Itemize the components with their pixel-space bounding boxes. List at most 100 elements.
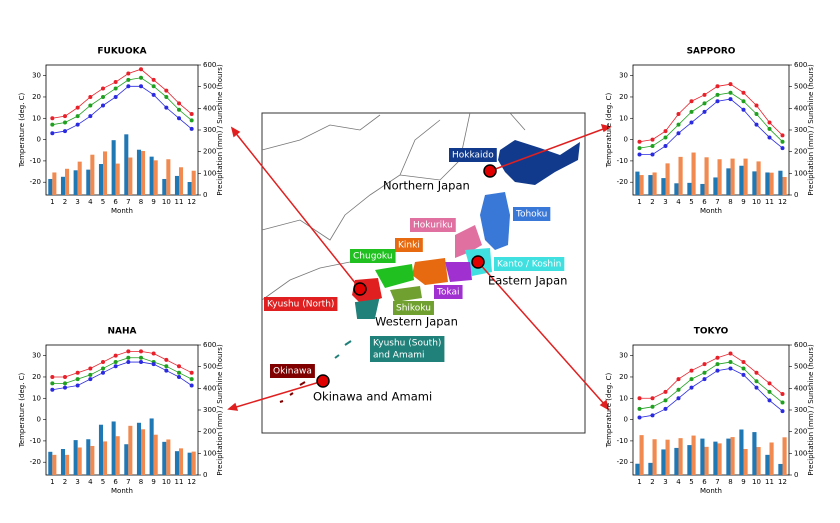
x-tick-label: 1 bbox=[637, 198, 641, 206]
point bbox=[689, 377, 694, 382]
bar bbox=[726, 168, 731, 195]
bar bbox=[115, 163, 120, 195]
point bbox=[741, 90, 746, 95]
x-tick-label: 8 bbox=[139, 478, 143, 486]
bar bbox=[700, 438, 705, 475]
bar bbox=[162, 178, 167, 195]
bar bbox=[652, 439, 657, 475]
bar bbox=[48, 178, 53, 195]
map bbox=[227, 112, 612, 434]
region-label-text: Kyushu (North) bbox=[267, 300, 334, 310]
y-tick-label: -10 bbox=[30, 437, 41, 445]
point bbox=[637, 146, 642, 151]
x-tick-label: 2 bbox=[63, 198, 67, 206]
x-tick-label: 8 bbox=[728, 198, 732, 206]
x-tick-label: 7 bbox=[715, 478, 719, 486]
point bbox=[663, 398, 668, 403]
y-tick-label: -10 bbox=[30, 157, 41, 165]
bar bbox=[752, 432, 757, 475]
point bbox=[637, 152, 642, 157]
point bbox=[113, 80, 118, 85]
x-axis-label: Month bbox=[700, 487, 722, 495]
point bbox=[75, 122, 80, 127]
bar bbox=[743, 449, 748, 475]
x-tick-label: 6 bbox=[702, 478, 707, 486]
x-tick-label: 7 bbox=[126, 478, 130, 486]
bar bbox=[704, 157, 709, 195]
group-label: Western Japan bbox=[375, 315, 458, 329]
point bbox=[637, 406, 642, 411]
bar bbox=[717, 443, 722, 475]
point bbox=[164, 364, 169, 369]
bar bbox=[730, 437, 735, 475]
point bbox=[164, 357, 169, 362]
region-label-bg bbox=[264, 297, 338, 311]
bar bbox=[174, 175, 179, 195]
region-label-text: Shikoku bbox=[396, 304, 431, 314]
group-label: Eastern Japan bbox=[488, 274, 567, 288]
region-label: Kyushu (North) bbox=[264, 297, 338, 311]
bar bbox=[166, 439, 171, 475]
y2-tick-label: 500 bbox=[203, 83, 216, 91]
bar bbox=[782, 437, 787, 475]
x-tick-label: 4 bbox=[88, 198, 93, 206]
y2-tick-label: 400 bbox=[203, 384, 216, 392]
point bbox=[164, 368, 169, 373]
x-tick-label: 6 bbox=[113, 198, 118, 206]
y2-tick-label: 100 bbox=[203, 449, 216, 457]
x-tick-label: 3 bbox=[663, 198, 667, 206]
point bbox=[139, 75, 143, 80]
x-tick-label: 5 bbox=[689, 198, 693, 206]
point bbox=[637, 415, 642, 420]
bar bbox=[648, 175, 653, 195]
point bbox=[50, 387, 55, 392]
point bbox=[63, 381, 67, 386]
group-label: Okinawa and Amami bbox=[313, 390, 432, 404]
x-tick-label: 3 bbox=[663, 478, 667, 486]
y2-tick-label: 100 bbox=[794, 169, 807, 177]
bar bbox=[778, 170, 783, 195]
point bbox=[767, 135, 772, 140]
line bbox=[639, 368, 783, 418]
point bbox=[126, 77, 131, 82]
point bbox=[741, 372, 746, 377]
y2-tick-label: 500 bbox=[794, 363, 807, 371]
x-axis-label: Month bbox=[111, 207, 133, 215]
y2-tick-label: 200 bbox=[203, 148, 216, 156]
bar bbox=[179, 167, 184, 195]
y-tick-label: 20 bbox=[32, 93, 41, 101]
x-tick-label: 5 bbox=[689, 478, 693, 486]
bar bbox=[73, 170, 78, 195]
line bbox=[639, 361, 783, 410]
y-tick-label: -20 bbox=[617, 178, 628, 186]
point bbox=[650, 413, 655, 418]
region-label-bg bbox=[410, 218, 456, 232]
point bbox=[663, 406, 668, 411]
region-label: Tohoku bbox=[513, 207, 551, 221]
x-tick-label: 3 bbox=[75, 198, 79, 206]
point bbox=[728, 97, 733, 102]
point bbox=[689, 368, 694, 373]
point bbox=[63, 374, 67, 379]
bar bbox=[778, 463, 783, 475]
point bbox=[650, 152, 655, 157]
point bbox=[113, 94, 118, 99]
bar bbox=[179, 448, 184, 475]
x-tick-label: 12 bbox=[778, 198, 787, 206]
bar bbox=[756, 161, 761, 195]
y-tick-label: -10 bbox=[617, 437, 628, 445]
region-label-text: Tohoku bbox=[515, 210, 547, 220]
point bbox=[754, 370, 759, 375]
x-tick-label: 3 bbox=[75, 478, 79, 486]
bar bbox=[187, 182, 192, 195]
bar bbox=[65, 454, 70, 475]
region-label: Kyushu (South) and Amami bbox=[370, 336, 445, 362]
region-label: Okinawa bbox=[270, 364, 315, 378]
point bbox=[676, 396, 681, 401]
y2-tick-label: 0 bbox=[203, 191, 207, 199]
region-label-text: Kanto / Koshin bbox=[497, 260, 561, 270]
point bbox=[63, 385, 67, 390]
y2-tick-label: 200 bbox=[794, 148, 807, 156]
point bbox=[177, 101, 181, 106]
y2-tick-label: 0 bbox=[794, 191, 798, 199]
